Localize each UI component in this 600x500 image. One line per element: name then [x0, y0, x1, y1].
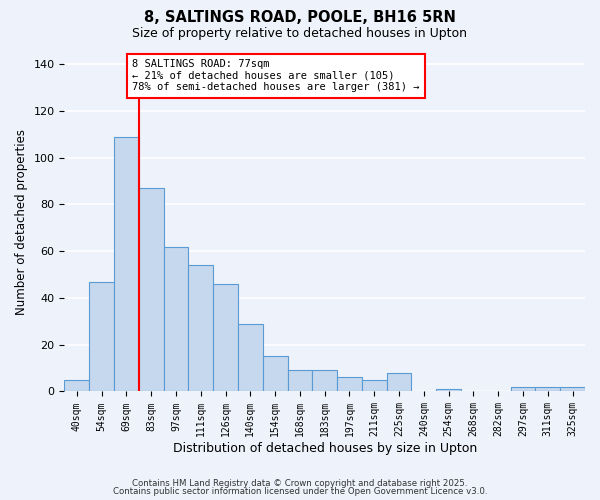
- Bar: [188, 265, 213, 392]
- Y-axis label: Number of detached properties: Number of detached properties: [15, 129, 28, 315]
- Text: 8, SALTINGS ROAD, POOLE, BH16 5RN: 8, SALTINGS ROAD, POOLE, BH16 5RN: [144, 10, 456, 25]
- Bar: [164, 246, 188, 392]
- Text: Size of property relative to detached houses in Upton: Size of property relative to detached ho…: [133, 28, 467, 40]
- Bar: [386, 373, 412, 392]
- Text: 8 SALTINGS ROAD: 77sqm
← 21% of detached houses are smaller (105)
78% of semi-de: 8 SALTINGS ROAD: 77sqm ← 21% of detached…: [132, 60, 419, 92]
- Bar: [362, 380, 386, 392]
- Text: Contains public sector information licensed under the Open Government Licence v3: Contains public sector information licen…: [113, 487, 487, 496]
- Bar: [313, 370, 337, 392]
- Bar: [263, 356, 287, 392]
- Bar: [511, 387, 535, 392]
- Bar: [64, 380, 89, 392]
- Bar: [287, 370, 313, 392]
- X-axis label: Distribution of detached houses by size in Upton: Distribution of detached houses by size …: [173, 442, 477, 455]
- Bar: [139, 188, 164, 392]
- Bar: [337, 378, 362, 392]
- Bar: [89, 282, 114, 392]
- Bar: [238, 324, 263, 392]
- Bar: [560, 387, 585, 392]
- Bar: [535, 387, 560, 392]
- Bar: [436, 389, 461, 392]
- Bar: [213, 284, 238, 392]
- Bar: [114, 136, 139, 392]
- Text: Contains HM Land Registry data © Crown copyright and database right 2025.: Contains HM Land Registry data © Crown c…: [132, 478, 468, 488]
